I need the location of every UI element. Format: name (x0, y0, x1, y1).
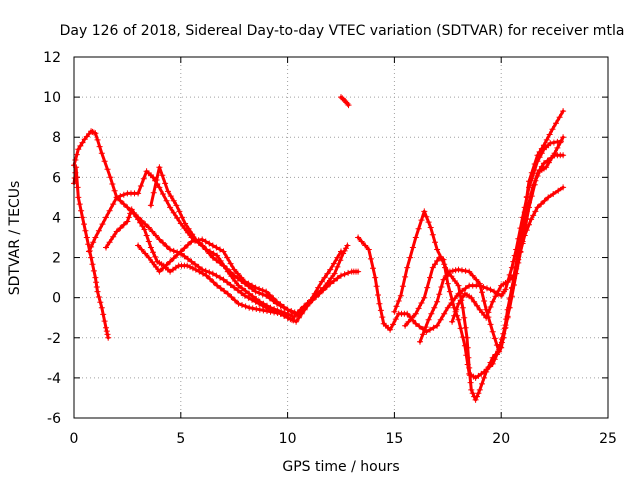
series-line (149, 165, 294, 318)
x-tick-label: 0 (70, 431, 79, 447)
data-series-arc-1 (71, 128, 351, 325)
y-tick-labels: -6 -4 -2 0 2 4 6 8 10 12 (43, 50, 61, 427)
data-series-arc-10 (402, 152, 567, 381)
series-layer (71, 94, 567, 403)
plot-frame (73, 56, 609, 419)
data-series-arc-3 (86, 168, 362, 317)
x-tick-label: 25 (599, 431, 617, 447)
data-point-markers (71, 128, 351, 325)
data-series-arc-4 (103, 206, 344, 323)
data-series-arc-5 (147, 164, 295, 319)
data-point-markers (147, 164, 295, 319)
data-point-markers (86, 168, 362, 317)
data-point-markers (135, 236, 302, 319)
y-axis-label: SDTVAR / TECUs (7, 181, 23, 296)
x-tick-label: 20 (492, 431, 510, 447)
x-tick-label: 5 (176, 431, 185, 447)
x-tick-labels: 0 5 10 15 20 25 (70, 431, 617, 447)
y-tick-label: -4 (47, 371, 61, 387)
series-line (392, 185, 565, 402)
y-tick-label: -6 (47, 411, 61, 427)
y-tick-label: 10 (43, 90, 61, 106)
series-line (450, 109, 565, 324)
series-line (72, 129, 349, 324)
y-tick-label: 2 (52, 251, 61, 267)
data-series-arc-12 (449, 108, 567, 325)
x-tick-label: 10 (279, 431, 297, 447)
chart-title: Day 126 of 2018, Sidereal Day-to-day VTE… (60, 23, 625, 39)
y-tick-label: 0 (52, 291, 61, 307)
data-point-markers (449, 108, 567, 325)
grid-layer (74, 57, 608, 418)
y-tick-label: -2 (47, 331, 61, 347)
series-line (136, 238, 300, 318)
data-series-arc-6 (135, 236, 302, 319)
data-point-markers (402, 152, 567, 381)
data-series-arc-7 (338, 94, 352, 109)
tick-layer (73, 56, 609, 419)
series-line (403, 153, 565, 380)
y-tick-label: 6 (52, 170, 61, 186)
data-point-markers (338, 94, 352, 109)
x-tick-label: 15 (385, 431, 403, 447)
data-series-arc-2 (71, 164, 112, 341)
data-series-arc-11 (417, 134, 567, 355)
x-axis-label: GPS time / hours (282, 459, 399, 475)
y-tick-label: 4 (52, 210, 61, 226)
y-tick-label: 8 (52, 130, 61, 146)
y-tick-label: 12 (43, 50, 61, 66)
